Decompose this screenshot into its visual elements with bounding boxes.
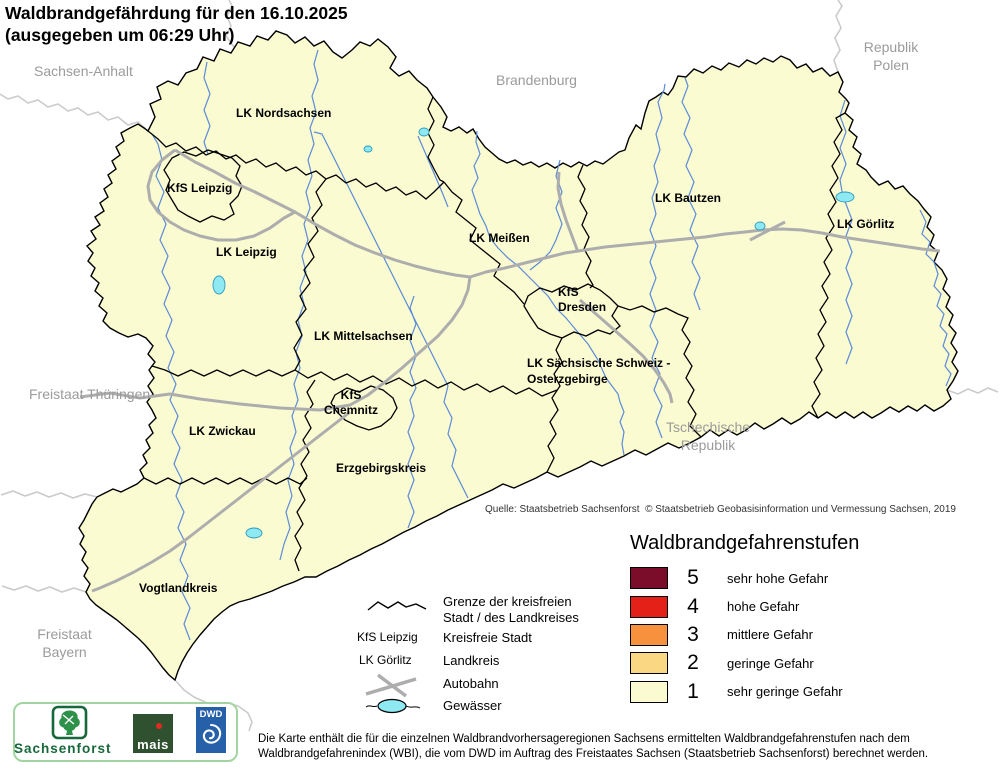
autobahn-icon bbox=[365, 673, 417, 698]
district-label-goerlitz: LK Görlitz bbox=[837, 217, 895, 231]
legend-swatch-1 bbox=[630, 680, 668, 703]
legend-title: Waldbrandgefahrenstufen bbox=[630, 532, 860, 554]
source-note: Quelle: Staatsbetrieb Sachsenforst © Sta… bbox=[485, 504, 956, 515]
district-label-lk-leipzig: LK Leipzig bbox=[216, 245, 277, 259]
legend-level-2: 2 bbox=[687, 651, 699, 675]
water-icon bbox=[365, 698, 421, 714]
district-label-erzgebirgskreis: Erzgebirgskreis bbox=[336, 461, 427, 475]
symbol-label-city: Kreisfreie Stadt bbox=[443, 630, 532, 645]
neighbor-label-bayern: Freistaat Bayern bbox=[37, 626, 92, 660]
symbol-label-water: Gewässer bbox=[443, 698, 502, 713]
saxony-region bbox=[78, 30, 959, 682]
district-label-bautzen: LK Bautzen bbox=[655, 191, 721, 205]
lakes bbox=[212, 127, 855, 539]
neighbor-label-sachsen-anhalt: Sachsen-Anhalt bbox=[34, 63, 133, 79]
legend-swatch-5 bbox=[630, 567, 668, 590]
symbol-key-district: LK Görlitz bbox=[359, 653, 412, 667]
district-label-saechsische-schweiz: LK Sächsische Schweiz - Osterzgebirge bbox=[527, 356, 671, 386]
mais-dot-icon bbox=[156, 723, 162, 729]
legend-swatch-4 bbox=[630, 595, 668, 618]
district-label-vogtlandkreis: Vogtlandkreis bbox=[139, 581, 218, 595]
district-borders bbox=[143, 96, 846, 572]
legend-row-2: 2 geringe Gefahr bbox=[630, 649, 843, 677]
symbol-key-city: KfS Leipzig bbox=[357, 630, 418, 644]
legend-level-3: 3 bbox=[687, 622, 699, 646]
legend-swatch-2 bbox=[630, 652, 668, 675]
legend-swatch-3 bbox=[630, 623, 668, 646]
legend-level-1: 1 bbox=[687, 679, 699, 703]
legend-row-4: 4 hohe Gefahr bbox=[630, 592, 843, 620]
symbol-label-district: Landkreis bbox=[443, 653, 500, 668]
neighbor-label-brandenburg: Brandenburg bbox=[496, 72, 577, 88]
danger-level-legend: 5 sehr hohe Gefahr 4 hohe Gefahr 3 mittl… bbox=[630, 564, 843, 706]
legend-level-4: 4 bbox=[687, 594, 699, 618]
autobahns bbox=[79, 148, 941, 593]
district-label-kfs-leipzig: KfS Leipzig bbox=[167, 181, 233, 195]
legend-row-1: 1 sehr geringe Gefahr bbox=[630, 678, 843, 706]
legend-label-5: sehr hohe Gefahr bbox=[727, 570, 829, 586]
district-label-mittelsachsen: LK Mittelsachsen bbox=[314, 329, 413, 343]
symbol-label-autobahn: Autobahn bbox=[443, 676, 499, 691]
legend-label-2: geringe Gefahr bbox=[727, 655, 814, 671]
mais-logo-text: mais bbox=[137, 737, 169, 752]
page-title-line1: Waldbrandgefährdung für den 16.10.2025 bbox=[5, 3, 348, 23]
symbol-label-boundary: Grenze der kreisfreien Stadt / des Landk… bbox=[443, 594, 579, 625]
dwd-logo-text: DWD bbox=[199, 709, 223, 720]
district-label-kfs-dresden: KfS Dresden bbox=[558, 285, 607, 314]
sachsenforst-logo-text: Sachsenforst bbox=[14, 741, 112, 756]
neighbor-label-tschechien: Tschechische Republik bbox=[665, 419, 751, 453]
mais-logo: mais bbox=[133, 714, 173, 753]
page-title-line2: (ausgegeben um 06:29 Uhr) bbox=[5, 25, 235, 45]
legend-level-5: 5 bbox=[687, 566, 699, 590]
district-label-zwickau: LK Zwickau bbox=[189, 424, 256, 438]
legend-label-3: mittlere Gefahr bbox=[727, 627, 813, 643]
boundary-line-icon bbox=[367, 601, 427, 611]
dwd-logo: DWD bbox=[196, 707, 226, 753]
legend-row-5: 5 sehr hohe Gefahr bbox=[630, 564, 843, 592]
neighbor-label-polen: Republik Polen bbox=[863, 39, 919, 73]
tree-icon bbox=[51, 705, 88, 740]
footer-note: Die Karte enthält die für die einzelnen … bbox=[258, 733, 929, 760]
neighbor-label-thueringen: Freistaat Thüringen bbox=[29, 386, 151, 402]
legend-row-3: 3 mittlere Gefahr bbox=[630, 621, 843, 649]
district-label-meissen: LK Meißen bbox=[469, 231, 530, 245]
dwd-spiral-icon bbox=[202, 723, 222, 744]
legend-label-4: hohe Gefahr bbox=[727, 599, 800, 615]
district-label-nordsachsen: LK Nordsachsen bbox=[236, 106, 332, 120]
legend-label-1: sehr geringe Gefahr bbox=[727, 684, 843, 700]
district-label-kfs-chemnitz: KfS Chemnitz bbox=[324, 388, 378, 417]
